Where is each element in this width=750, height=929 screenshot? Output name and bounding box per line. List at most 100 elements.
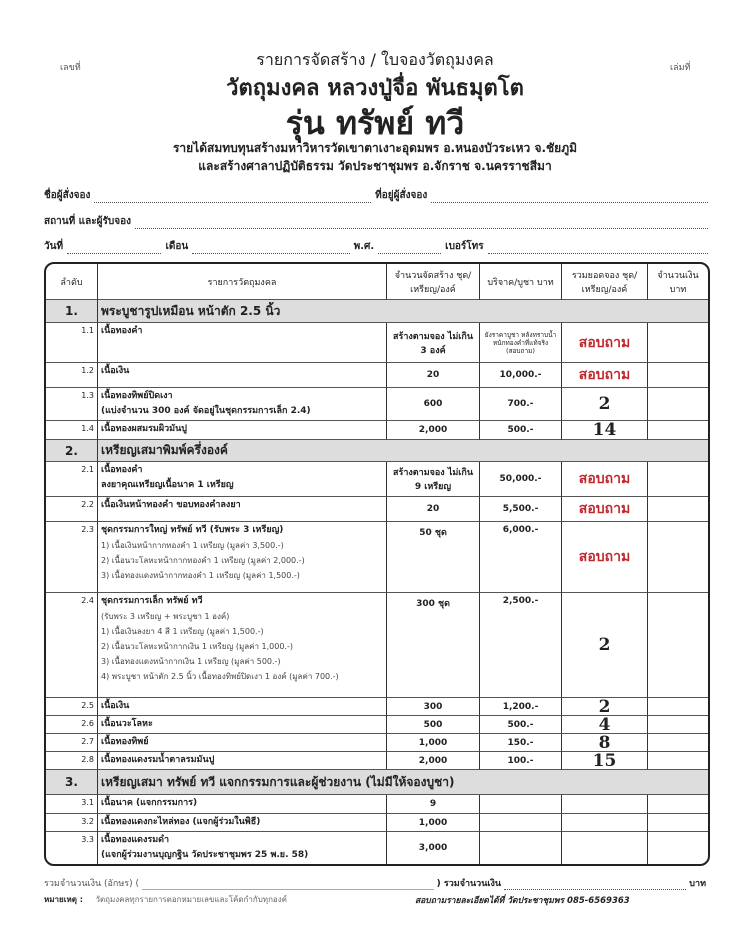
month-field[interactable]	[192, 243, 350, 254]
amount-cell[interactable]	[648, 795, 708, 814]
col-amount: จำนวนเงิน บาท	[648, 264, 708, 300]
donation-price	[480, 832, 562, 864]
col-seq: ลำดับ	[46, 264, 98, 300]
item-number: 2.2	[46, 497, 98, 522]
name-field[interactable]	[94, 192, 372, 203]
item-line: (แบ่งจำนวน 300 องค์ จัดอยู่ในชุดกรรมการเ…	[101, 406, 311, 416]
donation-price: 700.-	[480, 388, 562, 421]
section-title: พระบูชารูปเหมือน หน้าตัก 2.5 นิ้ว	[98, 300, 708, 323]
item-line: เนื้อทองแดงรมดำ	[101, 835, 170, 845]
name-label: ชื่อผู้สั่งจอง	[44, 190, 91, 201]
amount-cell[interactable]	[648, 734, 708, 752]
item-line: เนื้อทองผสมรมผิวมันปู	[101, 424, 187, 434]
section-row: 2. เหรียญเสมาพิมพ์ครึ่งองค์	[46, 440, 708, 462]
table-header: ลำดับ รายการวัตถุมงคล จำนวนจัดสร้าง ชุด/…	[46, 264, 708, 300]
date-field[interactable]	[67, 243, 162, 254]
year-field[interactable]	[378, 243, 442, 254]
table-row: 2.5 เนื้อเงิน 300 1,200.- 2	[46, 698, 708, 716]
item-number: 2.8	[46, 752, 98, 770]
item-line: ชุดกรรมการเล็ก ทรัพย์ ทวี	[101, 596, 203, 606]
item-line: เนื้อทองแดงกะไหล่ทอง (แจกผู้ร่วมในพิธี)	[101, 817, 261, 827]
table-row: 2.4 ชุดกรรมการเล็ก ทรัพย์ ทวี (รับพระ 3 เห…	[46, 593, 708, 698]
item-line: เนื้อเงิน	[101, 701, 130, 711]
table-row: 2.7 เนื้อทองทิพย์ 1,000 150.- 8	[46, 734, 708, 752]
item-line: 4) พระบูชา หน้าตัก 2.5 นิ้ว เนื้อทองทิพย…	[101, 672, 339, 681]
place-field[interactable]	[134, 218, 708, 229]
item-line: เนื้อทองทิพย์	[101, 737, 149, 747]
item-line: เนื้อเงิน	[101, 366, 130, 376]
section-row: 3. เหรียญเสมา ทรัพย์ ทวี แจกกรรมการและผู้…	[46, 770, 708, 795]
quantity: 20	[387, 363, 480, 388]
table-row: 1.3 เนื้อทองทิพย์ปิดเงา (แบ่งจำนวน 300 องค…	[46, 388, 708, 421]
quantity: 300 ชุด	[387, 593, 480, 698]
item-number: 3.3	[46, 832, 98, 864]
booked-total: 2	[562, 388, 648, 421]
donation-price: 150.-	[480, 734, 562, 752]
table-row: 2.8 เนื้อทองแดงรมน้ำตาลรมมันปู 2,000 100.- 1…	[46, 752, 708, 770]
item-description: เนื้อทองแดงรมน้ำตาลรมมันปู	[98, 752, 387, 770]
item-line: 1) เนื้อเงินลงยา 4 สี 1 เหรียญ (มูลค่า 1…	[101, 627, 264, 636]
section-number: 2.	[46, 440, 98, 462]
table-row: 3.3 เนื้อทองแดงรมดำ (แจกผู้ร่วมงานบุญกฐิน …	[46, 832, 708, 864]
amount-cell[interactable]	[648, 388, 708, 421]
table-row: 2.6 เนื้อนวะโลหะ 500 500.- 4	[46, 716, 708, 734]
quantity: 1,000	[387, 734, 480, 752]
quantity: 2,000	[387, 752, 480, 770]
donation-price: 5,500.-	[480, 497, 562, 522]
amount-cell[interactable]	[648, 716, 708, 734]
item-description: ชุดกรรมการใหญ่ ทรัพย์ ทวี (รับพระ 3 เหรี…	[98, 522, 387, 593]
booked-total: 2	[562, 593, 648, 698]
item-number: 2.7	[46, 734, 98, 752]
amount-cell[interactable]	[648, 814, 708, 832]
item-line: 2) เนื้อนวะโลหะหน้ากากทองคำ 1 เหรียญ (มู…	[101, 556, 305, 565]
quantity: 500	[387, 716, 480, 734]
date-row: วันที่ เดือน พ.ศ. เบอร์โทร	[44, 239, 708, 254]
col-item: รายการวัตถุมงคล	[98, 264, 387, 300]
amount-cell[interactable]	[648, 462, 708, 497]
donation-price: 10,000.-	[480, 363, 562, 388]
note: หมายเหตุ : วัตถุมงคลทุกรายการตอกหมายเลขแ…	[44, 893, 287, 906]
amount-cell[interactable]	[648, 421, 708, 440]
item-description: เนื้อทองแดงรมดำ (แจกผู้ร่วมงานบุญกฐิน วัด…	[98, 832, 387, 864]
amount-cell[interactable]	[648, 363, 708, 388]
total-words-field[interactable]	[142, 880, 434, 890]
total-row: รวมจำนวนเงิน (อักษร) ( ) รวมจำนวนเงิน บา…	[44, 876, 706, 890]
quantity: สร้างตามจอง ไม่เกิน 9 เหรียญ	[387, 462, 480, 497]
item-description: เนื้อเงิน	[98, 363, 387, 388]
amount-cell[interactable]	[648, 752, 708, 770]
note-text: วัตถุมงคลทุกรายการตอกหมายเลขและโค้ดกำกับ…	[95, 895, 287, 904]
baht-label: บาท	[689, 879, 706, 889]
orderer-row: ชื่อผู้สั่งจอง ที่อยู่ผู้สั่งจอง	[44, 188, 709, 203]
quantity: 20	[387, 497, 480, 522]
phone-field[interactable]	[487, 243, 708, 254]
booked-total: 15	[562, 752, 648, 770]
amount-cell[interactable]	[648, 522, 708, 593]
amount-cell[interactable]	[648, 497, 708, 522]
total-field[interactable]	[504, 880, 687, 890]
quantity: สร้างตามจอง ไม่เกิน 3 องค์	[387, 323, 480, 363]
item-line: 1) เนื้อเงินหน้ากากทองคำ 1 เหรียญ (มูลค่…	[101, 541, 284, 550]
place-row: สถานที่ และผู้รับจอง	[44, 214, 708, 229]
total-label: ) รวมจำนวนเงิน	[436, 879, 502, 889]
amount-cell[interactable]	[648, 323, 708, 363]
table-row: 2.2 เนื้อเงินหน้าทองคำ ขอบทองคำลงยา 20 5,50…	[46, 497, 708, 522]
year-label: พ.ศ.	[353, 241, 375, 252]
item-line: เนื้อทองทิพย์ปิดเงา	[101, 391, 173, 401]
item-description: เนื้อทองคำ	[98, 323, 387, 363]
item-line: ชุดกรรมการใหญ่ ทรัพย์ ทวี (รับพระ 3 เหรี…	[101, 525, 284, 535]
item-description: เนื้อทองทิพย์ปิดเงา (แบ่งจำนวน 300 องค์ จ…	[98, 388, 387, 421]
address-label: ที่อยู่ผู้สั่งจอง	[375, 190, 428, 201]
amount-cell[interactable]	[648, 698, 708, 716]
booked-total: 8	[562, 734, 648, 752]
phone-label: เบอร์โทร	[445, 241, 484, 252]
item-number: 3.1	[46, 795, 98, 814]
donation-price: 500.-	[480, 421, 562, 440]
booked-total: สอบถาม	[562, 323, 648, 363]
section-number: 1.	[46, 300, 98, 323]
address-field[interactable]	[431, 192, 709, 203]
booked-total: 2	[562, 698, 648, 716]
amount-cell[interactable]	[648, 832, 708, 864]
amount-cell[interactable]	[648, 593, 708, 698]
quantity: 2,000	[387, 421, 480, 440]
item-description: เนื้อทองทิพย์	[98, 734, 387, 752]
